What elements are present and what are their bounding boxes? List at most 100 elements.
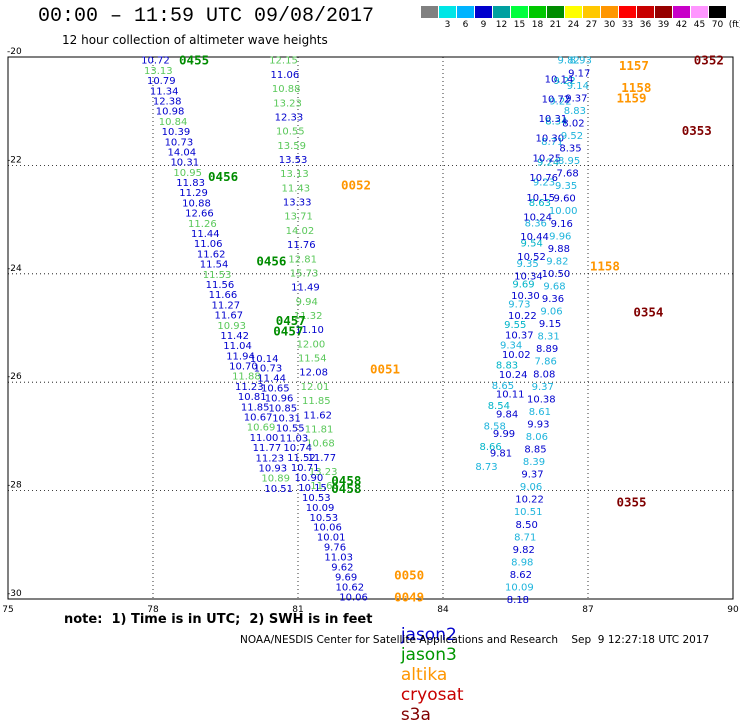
wave-height-label: 10.79 <box>147 76 176 87</box>
wave-height-label: 10.30 <box>511 291 540 302</box>
wave-height-label: 10.38 <box>527 394 556 405</box>
wave-height-label: 11.23 <box>256 453 285 464</box>
wave-height-label: 10.70 <box>229 362 258 373</box>
wave-height-label: 11.62 <box>303 410 332 421</box>
wave-height-label: 10.55 <box>276 127 305 138</box>
legend-jason3: jason3 <box>400 645 457 665</box>
scale-swatch <box>457 6 475 18</box>
scale-swatch <box>529 6 547 18</box>
wave-height-label: 7.86 <box>535 357 557 368</box>
page-title: 00:00 – 11:59 UTC 09/08/2017 <box>38 5 375 28</box>
wave-height-label: 10.95 <box>173 168 202 179</box>
scale-label: 45 <box>693 20 706 30</box>
wave-height-label: 15.73 <box>290 268 319 279</box>
scale-swatch <box>619 6 637 18</box>
wave-height-label: 11.29 <box>179 188 208 199</box>
wave-height-label: 11.88 <box>232 372 261 383</box>
wave-height-label: 10.62 <box>336 582 365 593</box>
chart-svg: 75 78 81 84 87 90-20-22-24-26-28-3010.7213.13… <box>2 47 739 615</box>
wave-height-label: 11.54 <box>298 354 327 365</box>
pass-time-label: 0052 <box>341 177 371 192</box>
wave-height-label: 8.98 <box>511 557 533 568</box>
x-tick-label: 78 <box>147 605 159 615</box>
wave-height-label: 10.01 <box>317 533 346 544</box>
wave-height-label: 11.43 <box>282 183 311 194</box>
wave-height-label: 11.06 <box>194 239 223 250</box>
wave-height-label: 9.99 <box>493 429 515 440</box>
wave-height-label: 14.02 <box>286 226 315 237</box>
wave-height-label: 11.67 <box>214 311 243 322</box>
wave-height-label: 11.81 <box>305 424 334 435</box>
wave-height-label: 12.08 <box>299 368 328 379</box>
wave-height-label: 13.23 <box>273 98 302 109</box>
plot-frame <box>7 56 734 600</box>
pass-time-label: 0051 <box>370 362 400 377</box>
scale-swatch <box>511 6 529 18</box>
scale-label: 6 <box>462 20 469 30</box>
wave-height-label: 8.61 <box>529 407 551 418</box>
wave-height-label: 9.82 <box>513 545 535 556</box>
wave-height-label: 8.36 <box>525 218 547 229</box>
wave-height-label: 10.88 <box>272 84 301 95</box>
wave-height-label: 10.55 <box>276 423 305 434</box>
wave-height-label: 13.33 <box>283 198 312 209</box>
wave-height-label: 8.50 <box>516 520 538 531</box>
scale-swatch <box>565 6 583 18</box>
wave-height-label: 11.10 <box>295 325 324 336</box>
wave-height-label: 10.69 <box>247 423 276 434</box>
wave-height-label: 13.71 <box>284 212 313 223</box>
wave-height-label: 11.34 <box>150 86 179 97</box>
scale-swatch <box>637 6 655 18</box>
wave-height-label: 10.11 <box>496 390 525 401</box>
wave-height-label: 9.81 <box>490 449 512 460</box>
wave-height-label: 10.72 <box>141 56 170 67</box>
wave-height-label: 10.24 <box>499 370 528 381</box>
wave-height-label: 10.31 <box>170 158 199 169</box>
wave-height-label: 10.22 <box>515 495 544 506</box>
wave-height-label: 10.30 <box>536 134 565 145</box>
wave-height-label: 9.37 <box>565 93 587 104</box>
chart-subtitle: 12 hour collection of altimeter wave hei… <box>62 33 328 47</box>
wave-height-label: 9.88 <box>548 244 570 255</box>
wave-height-label: 9.06 <box>520 482 542 493</box>
wave-height-label: 12.33 <box>275 112 304 123</box>
scale-label: 24 <box>567 20 580 30</box>
wave-height-label: 10.65 <box>261 384 290 395</box>
scale-label: 9 <box>480 20 487 30</box>
wave-height-label: 9.17 <box>568 68 590 79</box>
pass-time-label: 0458 <box>331 473 361 488</box>
scale-swatch <box>439 6 457 18</box>
wave-height-label: 9.22 <box>549 96 571 107</box>
scale-label: 21 <box>549 20 562 30</box>
y-tick-label: -28 <box>7 481 22 491</box>
wave-height-label: 14.04 <box>168 147 197 158</box>
wave-height-label: 9.82 <box>558 56 580 67</box>
wave-height-label: 10.81 <box>238 392 267 403</box>
wave-height-label: 8.54 <box>488 401 510 412</box>
scale-swatch <box>547 6 565 18</box>
pass-time-label: 0457 <box>273 324 303 339</box>
wave-height-label: 10.06 <box>339 592 368 603</box>
wave-height-label: 11.42 <box>220 331 249 342</box>
y-tick-label: -30 <box>7 589 22 599</box>
wave-height-label: 8.58 <box>484 422 506 433</box>
wave-height-label: 9.52 <box>561 131 583 142</box>
scale-unit: (ft) <box>728 20 740 30</box>
scale-swatch <box>691 6 709 18</box>
scale-label: 39 <box>657 20 670 30</box>
wave-height-label: 10.84 <box>159 117 188 128</box>
wave-height-label: 9.37 <box>532 382 554 393</box>
wave-height-label: 8.18 <box>507 595 529 606</box>
wave-height-label: 13.13 <box>144 66 173 77</box>
wave-height-label: 7.68 <box>556 169 578 180</box>
wave-height-label: 10.15 <box>526 193 555 204</box>
wave-height-label: 9.69 <box>512 279 534 290</box>
wave-height-label: 10.25 <box>532 153 561 164</box>
wave-height-label: 9.76 <box>324 543 346 554</box>
wave-height-label: 8.71 <box>514 532 536 543</box>
wave-height-label: 13.59 <box>277 141 306 152</box>
wave-height-label: 10.15 <box>298 483 327 494</box>
wave-height-label: 10.51 <box>264 484 293 495</box>
wave-height-label: 8.83 <box>496 361 518 372</box>
wave-height-label: 12.00 <box>297 339 326 350</box>
